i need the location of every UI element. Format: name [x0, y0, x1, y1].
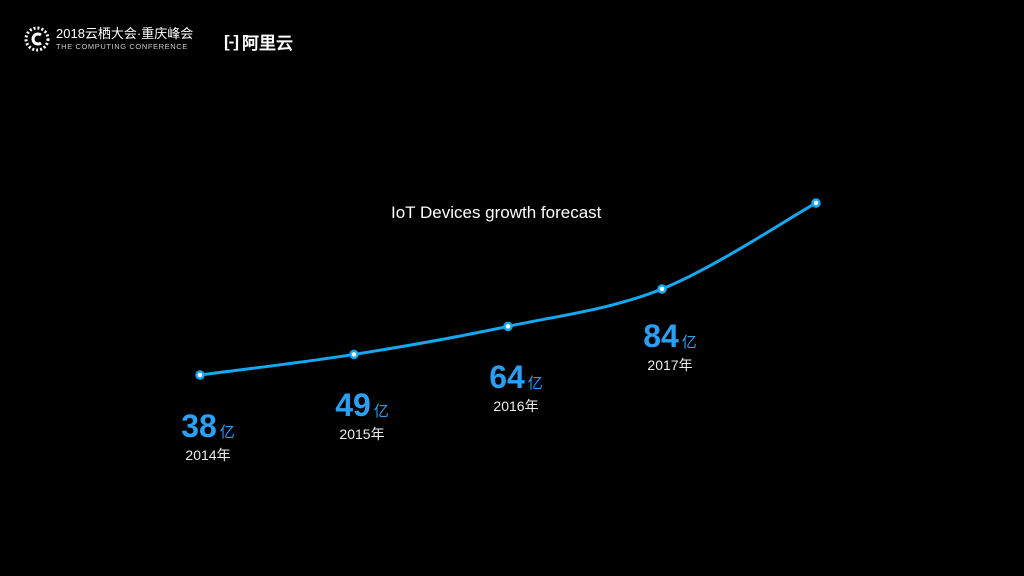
conference-logo: 2018云栖大会·重庆峰会 THE COMPUTING CONFERENCE — [24, 26, 193, 52]
chart-title: IoT Devices growth forecast — [391, 203, 602, 222]
data-label: 84 亿 2017年 — [620, 320, 720, 375]
unit-label: 亿 — [219, 424, 235, 441]
conference-logo-icon — [24, 26, 50, 52]
unit-label: 亿 — [681, 333, 697, 351]
data-point — [503, 321, 513, 332]
value-label: 64 — [489, 359, 525, 396]
conference-subtitle: THE COMPUTING CONFERENCE — [56, 42, 188, 52]
year-label: 2015年 — [339, 426, 385, 443]
data-point — [195, 370, 205, 380]
data-label: 64 亿 2016年 — [466, 361, 566, 416]
value-label: 84 — [643, 317, 679, 354]
unit-label: 亿 — [373, 403, 389, 421]
data-point — [657, 284, 667, 294]
series-line — [199, 201, 817, 377]
value-label: 38 — [181, 408, 217, 444]
aliyun-logo: [-] 阿里云 — [224, 29, 293, 54]
data-label: 38 亿 2014年 — [158, 410, 258, 465]
year-label: 2016年 — [493, 398, 539, 415]
data-label: 49 亿 2015年 — [312, 389, 412, 444]
unit-label: 亿 — [527, 375, 543, 393]
aliyun-logo-icon: [-] — [224, 31, 239, 51]
data-point — [349, 349, 359, 360]
brand-name: 阿里云 — [241, 34, 293, 53]
conference-name: 2018云栖大会·重庆峰会 — [56, 26, 194, 42]
year-label: 2017年 — [647, 356, 693, 373]
data-point — [811, 198, 821, 208]
year-label: 2014年 — [185, 447, 231, 463]
value-label: 49 — [335, 387, 371, 424]
